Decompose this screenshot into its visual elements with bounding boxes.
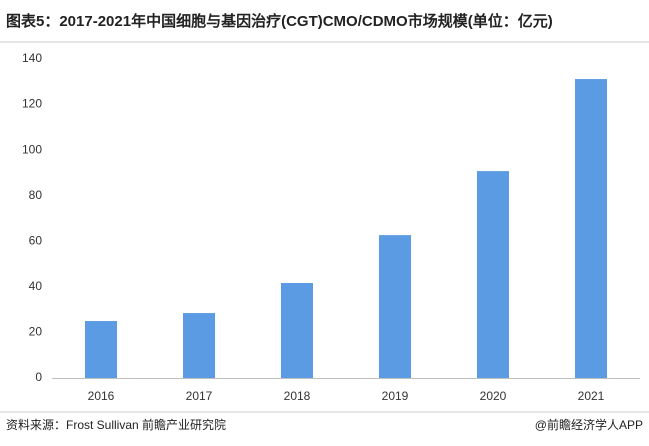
y-tick-label: 80 <box>29 188 43 202</box>
y-tick-label: 100 <box>22 142 42 156</box>
y-tick-label: 120 <box>22 97 42 111</box>
bar <box>183 313 215 378</box>
bar <box>575 79 607 379</box>
y-tick-label: 140 <box>22 51 42 65</box>
bar <box>477 171 509 378</box>
x-tick-label: 2020 <box>480 389 507 403</box>
source: 资料来源：Frost Sullivan 前瞻产业研究院 <box>6 417 226 432</box>
x-tick-label: 2018 <box>284 389 311 403</box>
bar <box>85 321 117 378</box>
x-tick-label: 2016 <box>88 389 115 403</box>
x-tick-label: 2021 <box>578 389 605 403</box>
y-tick-label: 60 <box>29 233 43 247</box>
y-tick-label: 0 <box>35 370 42 384</box>
x-tick-label: 2017 <box>186 389 213 403</box>
credit: @前瞻经济学人APP <box>535 417 643 432</box>
y-tick-label: 20 <box>29 325 43 339</box>
x-tick-label: 2019 <box>382 389 409 403</box>
bar <box>281 282 313 378</box>
chart-title: 图表5：2017-2021年中国细胞与基因治疗(CGT)CMO/CDMO市场规模… <box>6 12 553 30</box>
y-tick-label: 40 <box>29 279 43 293</box>
bar <box>379 235 411 378</box>
